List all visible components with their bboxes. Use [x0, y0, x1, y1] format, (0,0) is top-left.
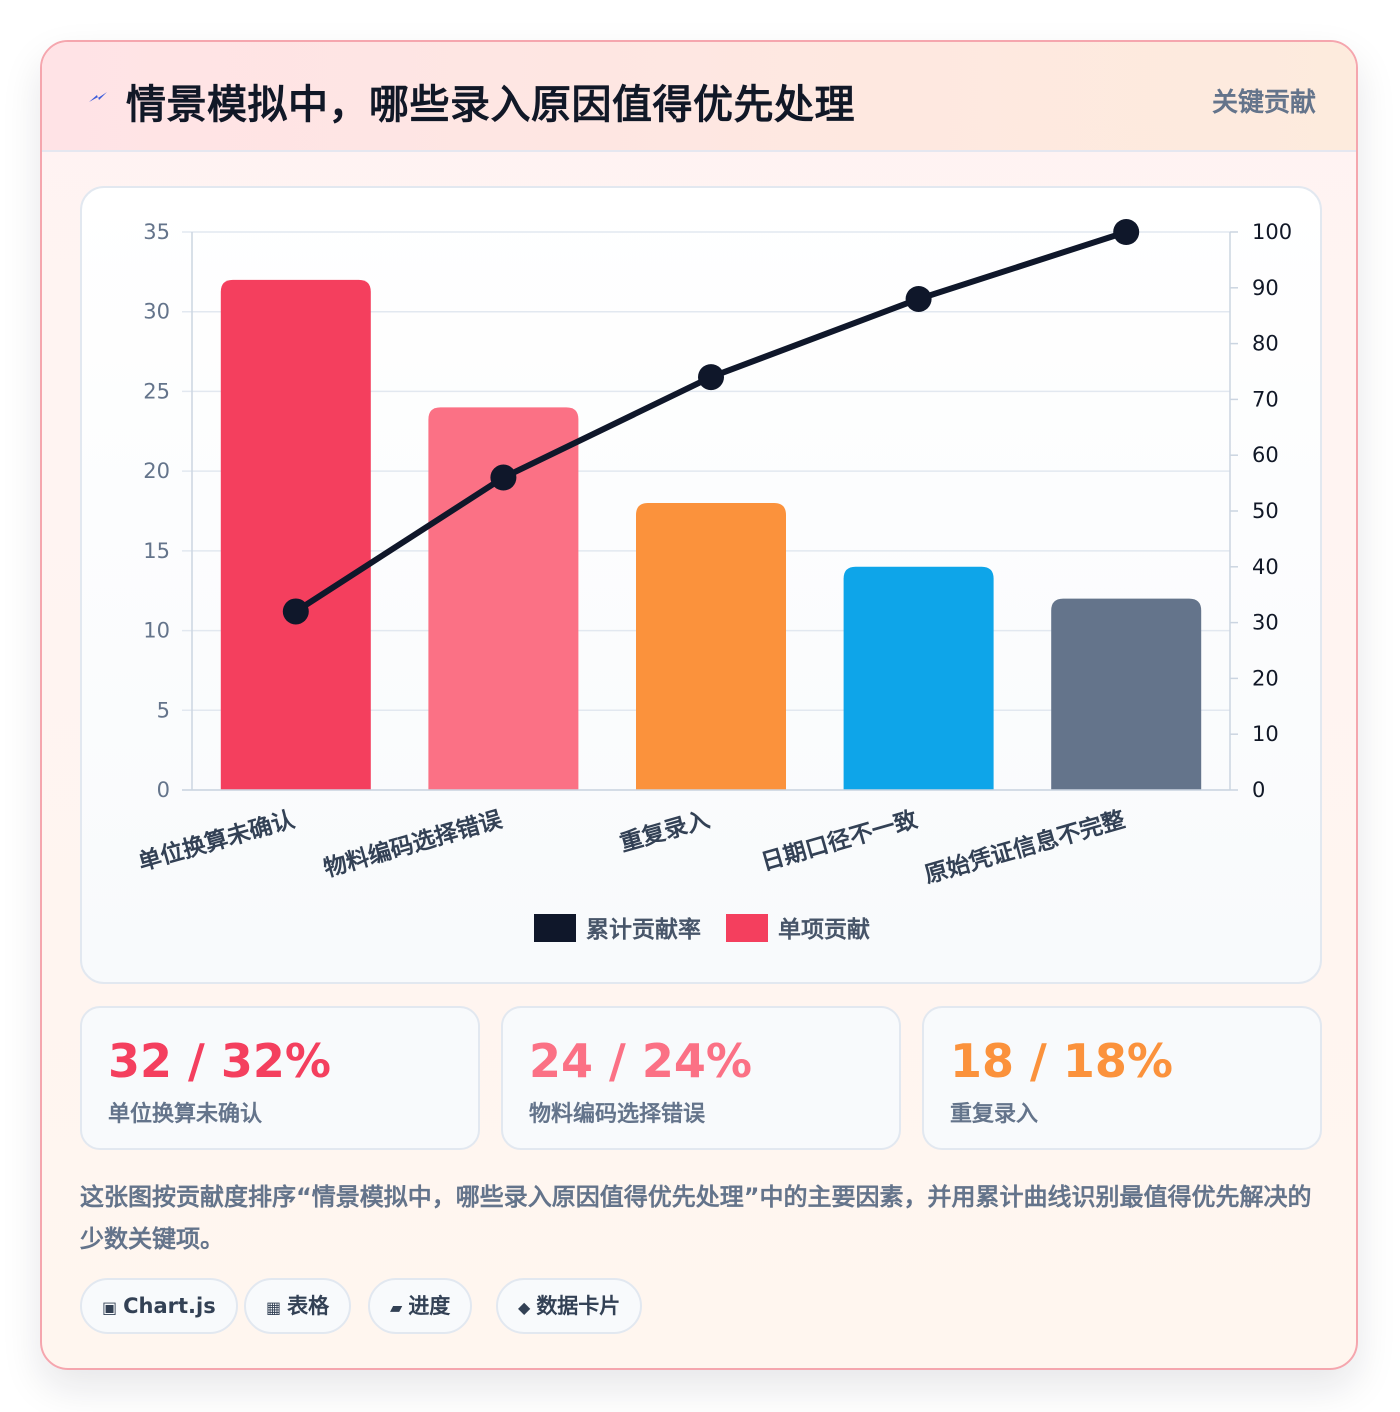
y-right-tick-label: 60: [1252, 443, 1279, 467]
legend-swatch: [726, 914, 768, 942]
legend-label: 累计贡献率: [586, 916, 701, 943]
tag-label: Chart.js: [123, 1294, 216, 1318]
y-left-tick-label: 5: [157, 698, 170, 722]
cumulative-point: [490, 464, 517, 491]
legend-label: 单项贡献: [778, 917, 870, 943]
cumulative-point: [282, 598, 309, 625]
x-tick-label: 原始凭证信息不完整: [921, 806, 1127, 889]
y-right-tick-label: 20: [1252, 666, 1279, 690]
y-right-tick-label: 100: [1252, 220, 1292, 244]
y-right-tick-label: 10: [1252, 722, 1279, 746]
chart-description: 这张图按贡献度排序“情景模拟中，哪些录入原因值得优先处理”中的主要因素，并用累计…: [80, 1183, 1312, 1253]
card-icon: ◆: [518, 1298, 531, 1317]
y-left-tick-label: 25: [143, 379, 170, 403]
cumulative-point: [905, 285, 932, 312]
table-icon: ▦: [266, 1298, 282, 1317]
progress-icon: ▰: [390, 1298, 403, 1317]
stat-value: 18 / 18%: [950, 1034, 1173, 1088]
header-badge: 关键贡献: [1211, 88, 1316, 118]
tag-label: 表格: [287, 1294, 330, 1318]
y-left-tick-label: 35: [143, 220, 170, 244]
legend-swatch: [534, 914, 576, 942]
stat-label: 单位换算未确认: [108, 1102, 263, 1127]
tag-data-card[interactable]: ◆ 数据卡片: [496, 1278, 643, 1334]
chart-panel: 0 5 10 15 20 25 30 35 0 10 20 30 40 50 60 70 80 90 100 单位换算…: [80, 186, 1322, 984]
bar: [843, 566, 994, 790]
stat-label: 重复录入: [950, 1102, 1039, 1127]
y-right-tick-label: 0: [1252, 778, 1265, 802]
stat-value: 32 / 32%: [108, 1034, 331, 1088]
tag-table[interactable]: ▦ 表格: [244, 1278, 352, 1334]
y-right-tick-label: 90: [1252, 276, 1279, 300]
pareto-chart: 0 5 10 15 20 25 30 35 0 10 20 30 40 50 60 70 80 90 100 单位换算…: [135, 219, 1292, 943]
tag-progress[interactable]: ▰ 进度: [368, 1278, 473, 1334]
x-tick-label: 日期口径不一致: [758, 806, 921, 877]
stat-card: 32 / 32% 单位换算未确认: [80, 1006, 480, 1150]
tag-label: 进度: [408, 1294, 451, 1318]
x-tick-label: 物料编码选择错误: [321, 806, 506, 883]
stat-cards: 32 / 32% 单位换算未确认 24 / 24% 物料编码选择错误 18 / …: [80, 1006, 1322, 1150]
cumulative-point: [1113, 219, 1140, 245]
lightning-icon: [89, 92, 107, 102]
stat-value: 24 / 24%: [529, 1034, 752, 1088]
y-right-tick-label: 50: [1252, 499, 1279, 523]
stat-card: 18 / 18% 重复录入: [922, 1006, 1322, 1150]
x-tick-label: 重复录入: [617, 807, 713, 857]
bar: [636, 503, 786, 790]
bar: [220, 279, 371, 790]
y-left-tick-label: 20: [143, 459, 170, 483]
tag-chartjs[interactable]: ▣ Chart.js: [80, 1278, 238, 1334]
y-left-tick-label: 10: [143, 619, 170, 643]
page-title: 情景模拟中，哪些录入原因值得优先处理: [126, 82, 855, 128]
card-header: 情景模拟中，哪些录入原因值得优先处理 关键贡献: [42, 42, 1356, 152]
chart-card: 情景模拟中，哪些录入原因值得优先处理 关键贡献 0 5 10 15 20 25 30 35 0 1…: [40, 40, 1358, 1370]
y-left-tick-label: 15: [143, 539, 170, 563]
x-tick-label: 单位换算未确认: [135, 806, 297, 876]
y-left-tick-label: 0: [157, 778, 170, 802]
y-right-tick-label: 30: [1252, 611, 1279, 635]
chart-icon: ▣: [102, 1298, 118, 1317]
stat-label: 物料编码选择错误: [529, 1102, 706, 1127]
y-right-tick-label: 40: [1252, 555, 1279, 579]
y-left-tick-label: 30: [143, 300, 170, 324]
bar: [1051, 598, 1202, 790]
y-right-tick-label: 80: [1252, 332, 1279, 356]
stat-card: 24 / 24% 物料编码选择错误: [501, 1006, 901, 1150]
y-right-tick-label: 70: [1252, 387, 1279, 411]
cumulative-point: [698, 364, 724, 391]
tag-label: 数据卡片: [536, 1294, 621, 1318]
